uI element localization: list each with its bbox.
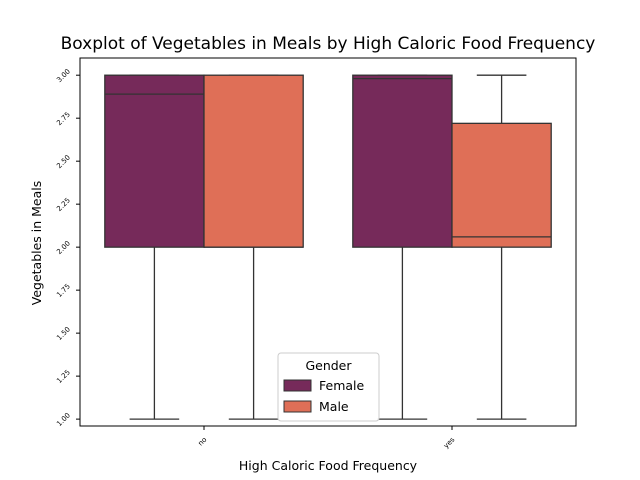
box-female-no bbox=[104, 74, 205, 420]
iqr-box bbox=[104, 74, 205, 248]
legend-label-female: Female bbox=[319, 378, 365, 393]
legend-swatch-male bbox=[283, 400, 312, 413]
plot-area: 1.00 1.25 1.50 1.75 2.00 2.25 2.50 2.75 3.00 no ye… bbox=[55, 57, 577, 450]
y-tick-label: 1.00 bbox=[55, 411, 72, 428]
y-tick-label: 2.50 bbox=[55, 153, 72, 170]
legend: Gender Female Male bbox=[277, 352, 380, 422]
y-tick-label: 2.75 bbox=[55, 110, 72, 127]
box-female-yes bbox=[352, 74, 453, 420]
y-axis-label: Vegetables in Meals bbox=[29, 181, 44, 306]
x-tick-label: no bbox=[197, 436, 209, 448]
x-tick-label: yes bbox=[442, 436, 456, 450]
y-tick-label: 3.00 bbox=[55, 67, 72, 84]
chart-title: Boxplot of Vegetables in Meals by High C… bbox=[61, 34, 596, 54]
y-tick-label: 2.25 bbox=[55, 196, 72, 213]
y-tick-label: 2.00 bbox=[55, 239, 72, 256]
y-tick-label: 1.75 bbox=[55, 282, 72, 299]
iqr-box bbox=[352, 74, 453, 248]
legend-swatch-female bbox=[283, 379, 312, 392]
legend-label-male: Male bbox=[319, 399, 349, 414]
axes-frame bbox=[79, 57, 577, 427]
y-tick-label: 1.50 bbox=[55, 325, 72, 342]
y-tick-label: 1.25 bbox=[55, 368, 72, 385]
box-male-yes bbox=[451, 74, 552, 420]
x-axis-label: High Caloric Food Frequency bbox=[239, 458, 418, 473]
iqr-box bbox=[203, 74, 304, 248]
legend-title: Gender bbox=[305, 358, 352, 373]
box-male-no bbox=[203, 74, 304, 420]
iqr-box bbox=[451, 122, 552, 248]
